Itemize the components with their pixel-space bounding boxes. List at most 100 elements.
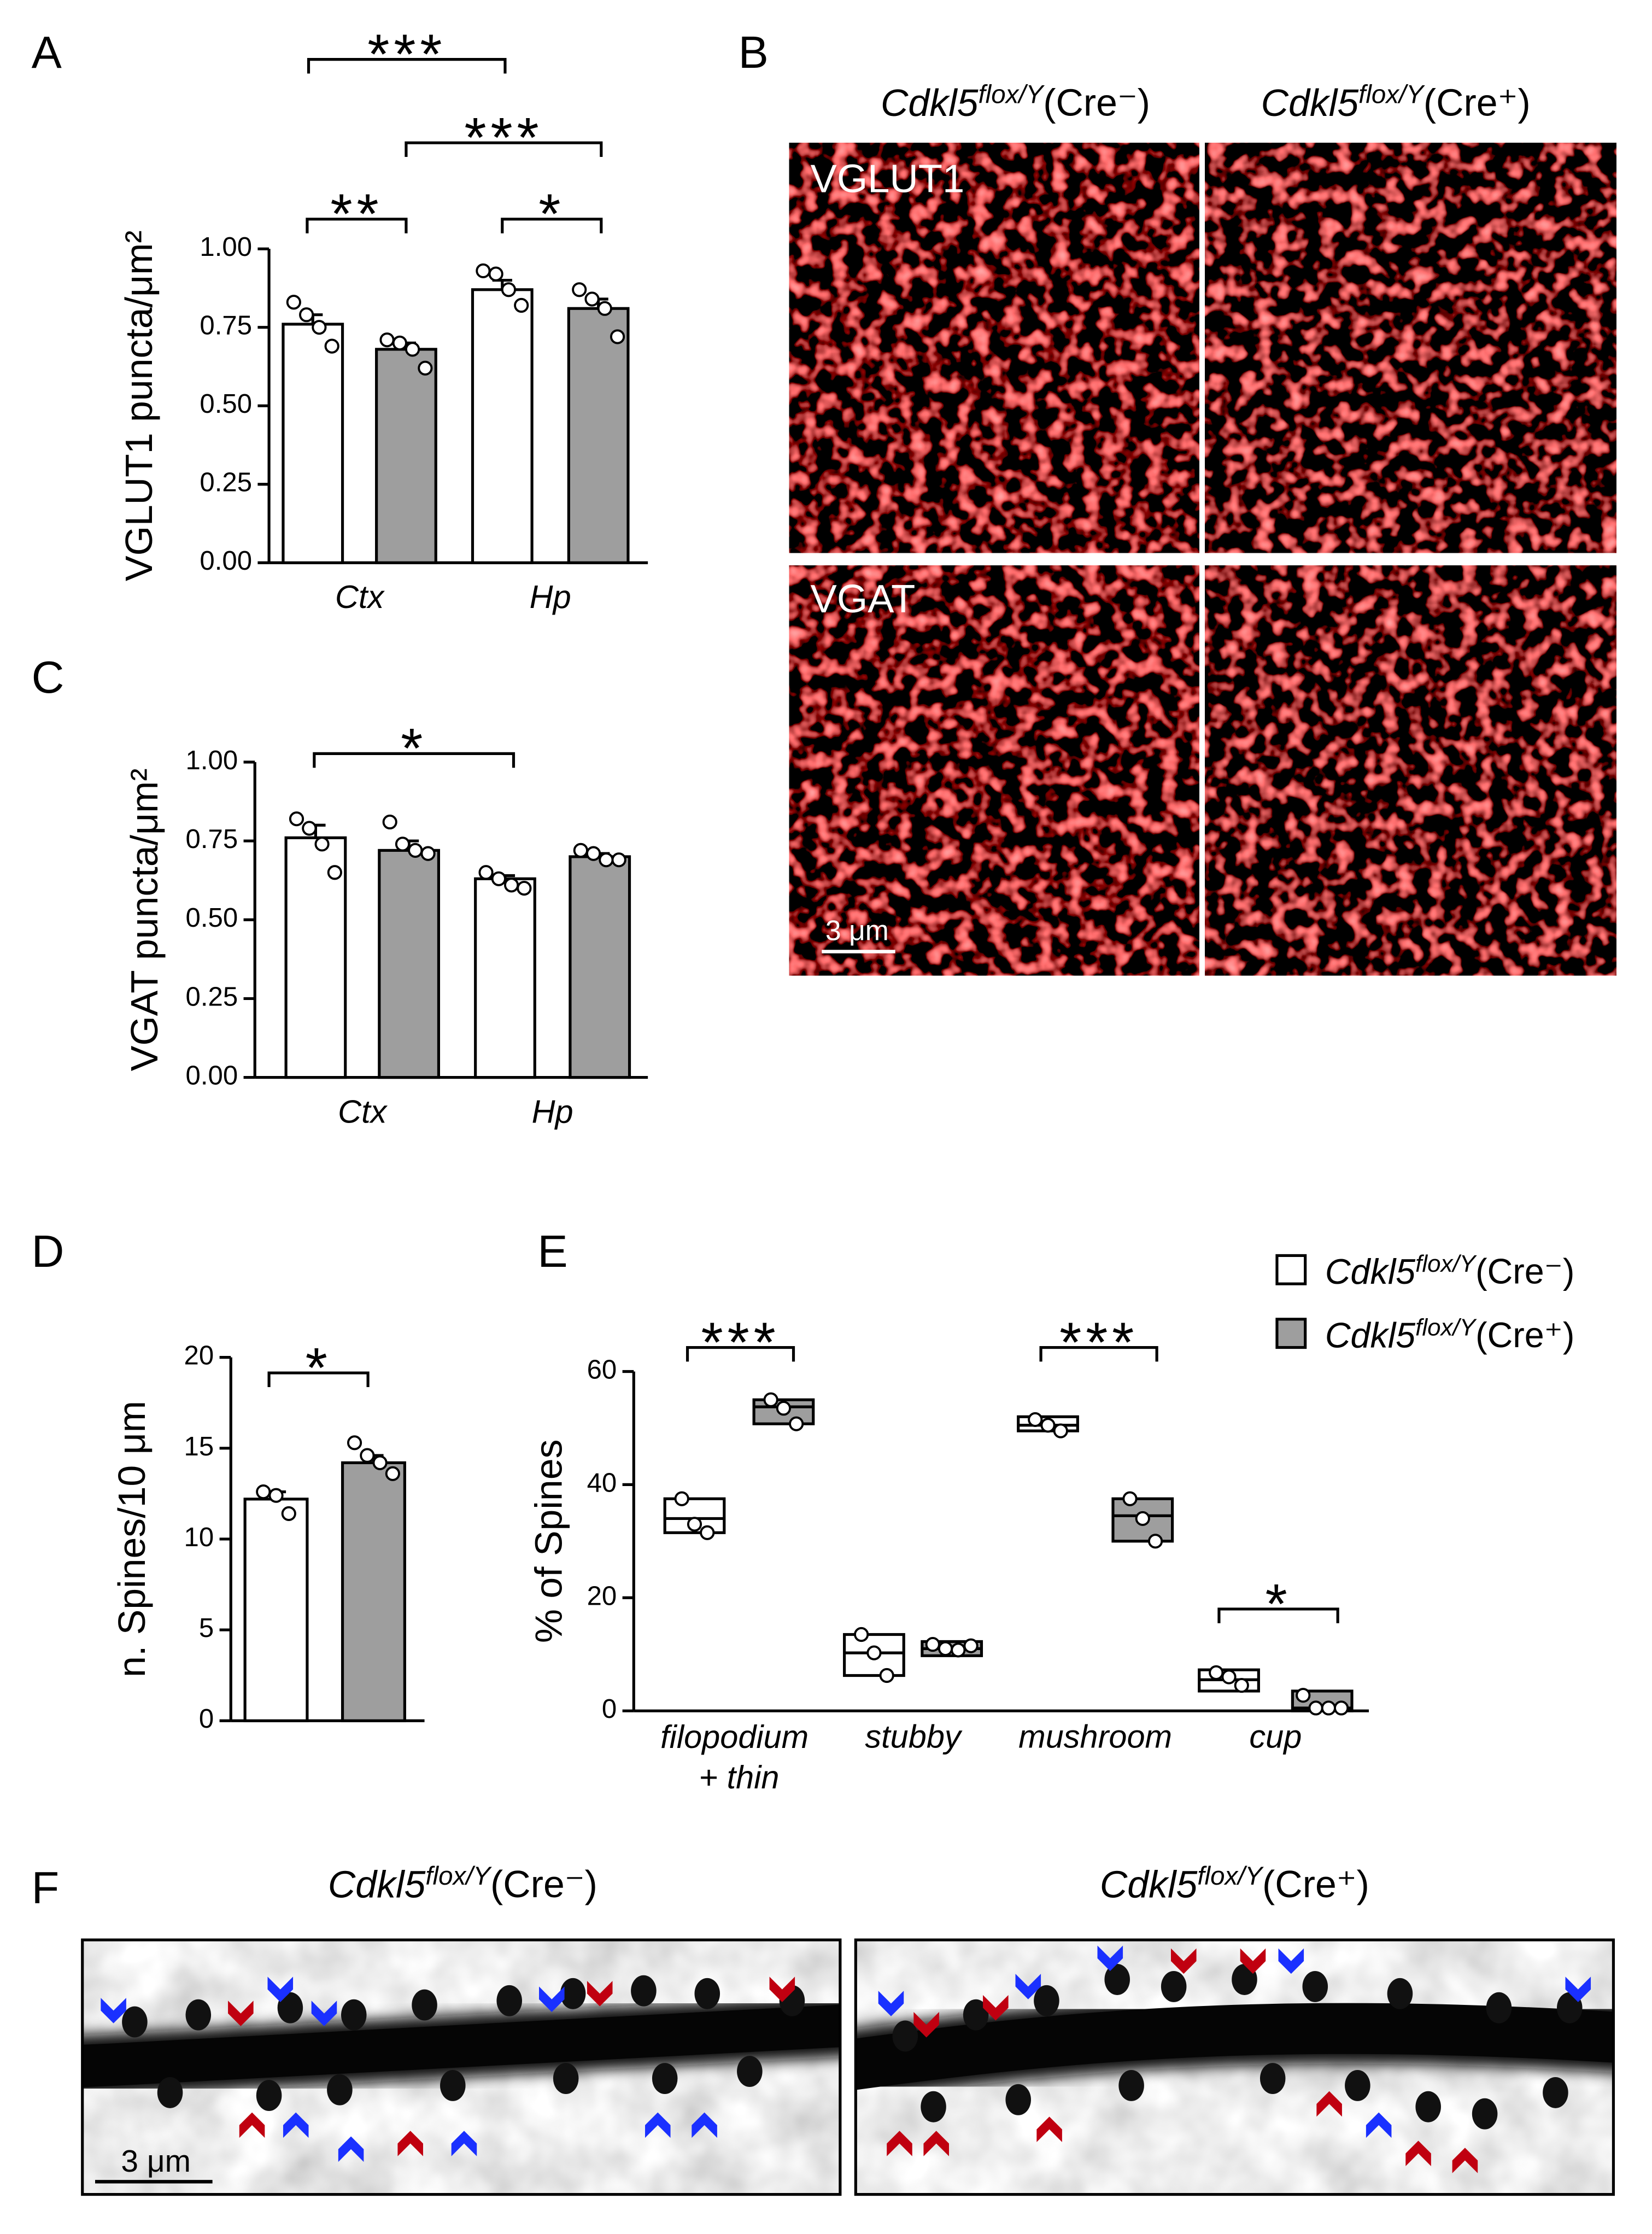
- panel-letter: D: [32, 1226, 65, 1277]
- data-point: [360, 1448, 375, 1463]
- micrograph: [856, 1940, 1614, 2195]
- data-point: [314, 837, 330, 852]
- x-tick-label: cup: [1249, 1718, 1302, 1755]
- data-point: [514, 297, 529, 313]
- spine: [1345, 2070, 1370, 2101]
- data-point: [1053, 1423, 1068, 1438]
- spine: [1415, 2091, 1441, 2122]
- y-tick-label: 20: [587, 1581, 617, 1611]
- data-point: [599, 852, 614, 868]
- x-tick-label: filopodium + thin: [660, 1718, 818, 1796]
- arrowhead: [1316, 2091, 1342, 2117]
- data-point: [1209, 1665, 1224, 1680]
- spine: [440, 2070, 466, 2101]
- spine: [1232, 1964, 1257, 1995]
- spines: [122, 1964, 1583, 2130]
- bar: [569, 855, 631, 1079]
- scale-bar-label: 3 μm: [825, 915, 889, 946]
- data-point: [854, 1627, 869, 1642]
- bar: [375, 348, 437, 564]
- data-point: [286, 295, 301, 310]
- y-tick-label: 0: [199, 1704, 214, 1734]
- y-tick-label: 60: [587, 1355, 617, 1384]
- micrograph: [1205, 143, 1616, 553]
- significance-label: ***: [701, 1310, 780, 1373]
- row-label: VGLUT1: [811, 157, 965, 201]
- significance-bracket: [501, 218, 603, 233]
- data-point: [281, 1506, 296, 1521]
- bar: [243, 1498, 309, 1722]
- y-tick-label: 0.25: [186, 982, 238, 1011]
- data-point: [395, 837, 411, 852]
- arrowhead: [1097, 1945, 1123, 1971]
- data-point: [1147, 1534, 1163, 1549]
- frame: [854, 1938, 1615, 2196]
- spine: [1557, 1992, 1583, 2024]
- y-axis-label: % of Spines: [528, 1440, 570, 1644]
- arrowhead: [338, 2136, 364, 2162]
- micrograph: [789, 143, 1199, 553]
- significance-bracket: [306, 218, 408, 233]
- x-tick-label: Ctx: [335, 578, 385, 615]
- y-tick-label: 20: [184, 1341, 214, 1371]
- y-axis-label: n. Spines/10 μm: [110, 1401, 153, 1677]
- data-point: [776, 1401, 791, 1416]
- significance-bracket: [313, 752, 515, 768]
- arrowhead: [587, 1981, 613, 2007]
- spine: [256, 2080, 282, 2112]
- spine: [412, 1989, 437, 2021]
- y-tick-label: 0.50: [186, 903, 238, 933]
- bar: [378, 849, 441, 1079]
- arrowhead: [1171, 1948, 1197, 1974]
- data-point: [408, 843, 423, 858]
- significance-label: ***: [1059, 1310, 1138, 1373]
- frame: [81, 1938, 842, 2196]
- column-header: Cdkl5flox/Y(Cre⁻): [328, 1862, 597, 1906]
- arrowhead: [1452, 2148, 1478, 2173]
- data-point: [504, 878, 519, 893]
- arrowhead: [267, 1976, 294, 2002]
- arrowhead: [228, 2001, 254, 2026]
- data-point: [491, 871, 506, 886]
- spine: [1472, 2098, 1498, 2130]
- y-tick-label: 0.75: [186, 824, 238, 854]
- significance-label: ***: [464, 106, 543, 169]
- arrowhead: [1565, 1976, 1591, 2002]
- arrowhead: [397, 2131, 423, 2156]
- significance-bracket: [686, 1346, 795, 1362]
- data-point: [324, 338, 339, 354]
- micrograph: [789, 565, 1199, 976]
- data-point: [1234, 1678, 1249, 1693]
- y-tick-label: 0.75: [200, 311, 252, 341]
- spine: [1104, 1964, 1130, 1995]
- data-point: [586, 846, 601, 861]
- spine: [1486, 1992, 1512, 2024]
- spine: [553, 2063, 579, 2094]
- data-point: [256, 1484, 271, 1500]
- x-tick-label: mushroom: [1018, 1718, 1172, 1755]
- data-point: [963, 1638, 979, 1653]
- arrowhead: [101, 1998, 126, 2024]
- significance-bracket: [307, 58, 507, 74]
- data-point: [789, 1416, 804, 1431]
- arrowhead: [1240, 1948, 1266, 1974]
- row-label: VGAT: [811, 577, 916, 621]
- y-tick-label: 0.50: [200, 389, 252, 419]
- y-tick-label: 0.00: [200, 546, 252, 576]
- y-tick-label: 10: [184, 1523, 214, 1552]
- data-point: [476, 263, 491, 278]
- data-point: [392, 335, 407, 350]
- data-point: [1028, 1412, 1043, 1427]
- bar: [474, 877, 536, 1079]
- data-point: [420, 846, 436, 861]
- arrowhead: [769, 1976, 795, 2002]
- data-point: [517, 880, 532, 896]
- y-tick-label: 0.25: [200, 468, 252, 498]
- significance-label: *: [538, 182, 565, 245]
- data-point: [372, 1455, 388, 1470]
- significance-label: *: [306, 1336, 332, 1399]
- column-header: Cdkl5flox/Y(Cre⁻): [881, 80, 1150, 124]
- data-point: [347, 1435, 362, 1451]
- data-point: [925, 1637, 940, 1652]
- data-point: [573, 843, 588, 858]
